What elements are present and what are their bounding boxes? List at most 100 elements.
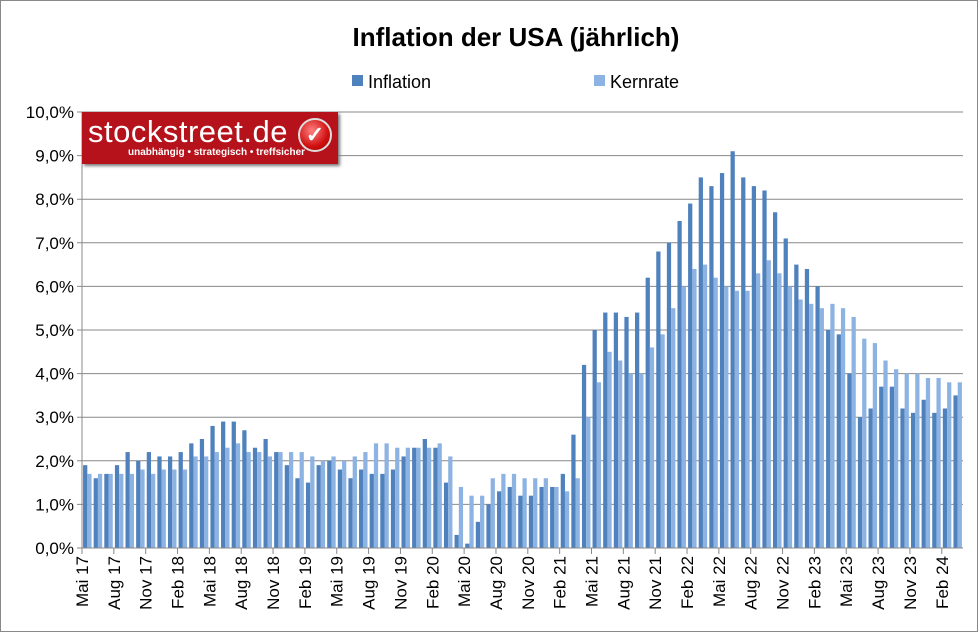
bar-kernrate: [862, 338, 867, 548]
bar-kernrate: [734, 290, 740, 548]
bar-inflation: [942, 408, 948, 548]
bar-kernrate: [883, 360, 888, 548]
bar-inflation: [274, 452, 279, 548]
bar-inflation: [199, 439, 205, 548]
bar-kernrate: [713, 277, 718, 548]
x-tick-label: Nov 17: [137, 556, 156, 610]
bar-kernrate: [172, 469, 177, 548]
x-tick-label: Feb 18: [169, 556, 188, 609]
bar-kernrate: [947, 382, 952, 548]
x-tick-label: Mai 21: [582, 556, 601, 607]
legend-label-kernrate: Kernrate: [610, 72, 679, 92]
bar-inflation: [592, 330, 597, 548]
x-tick-label: Aug 19: [360, 556, 379, 610]
bar-inflation: [751, 186, 757, 548]
bar-kernrate: [787, 286, 793, 548]
bar-inflation: [433, 447, 438, 548]
bar-kernrate: [480, 495, 485, 548]
x-tick-label: Nov 20: [519, 556, 538, 610]
bar-kernrate: [639, 373, 644, 548]
bar-kernrate: [204, 456, 209, 548]
logo-tagline: unabhängig • strategisch • treffsicher: [128, 147, 306, 158]
bar-inflation: [486, 504, 491, 548]
bar-inflation: [401, 456, 406, 548]
bar-kernrate: [193, 456, 198, 548]
bar-kernrate: [692, 268, 697, 548]
bar-inflation: [560, 473, 565, 548]
bar-kernrate: [851, 316, 856, 548]
bar-kernrate: [437, 443, 442, 548]
bar-inflation: [167, 456, 173, 548]
x-tick-label: Aug 20: [487, 556, 506, 610]
bar-inflation: [868, 408, 873, 548]
x-tick-label: Feb 21: [551, 556, 570, 609]
x-tick-label: Mai 23: [837, 556, 856, 607]
bar-kernrate: [182, 469, 188, 548]
bar-inflation: [581, 364, 587, 548]
bar-inflation: [380, 473, 385, 548]
bar-inflation: [932, 412, 937, 548]
x-tick-label: Mai 17: [73, 556, 92, 607]
bar-inflation: [857, 417, 863, 548]
bar-inflation: [953, 395, 958, 548]
bar-kernrate: [225, 447, 230, 548]
bar-inflation: [221, 421, 226, 548]
legend: Inflation Kernrate: [352, 72, 679, 92]
bar-kernrate: [872, 343, 878, 548]
bar-inflation: [528, 495, 534, 548]
bar-kernrate: [490, 478, 495, 548]
bar-kernrate: [161, 469, 166, 548]
x-tick-label: Aug 23: [869, 556, 888, 610]
bar-inflation: [210, 425, 215, 548]
bar-kernrate: [607, 351, 612, 548]
bar-kernrate: [702, 264, 708, 548]
bar-kernrate: [299, 452, 304, 548]
y-tick-label: 4,0%: [35, 365, 74, 384]
bar-kernrate: [660, 334, 665, 548]
x-tick-label: Nov 23: [901, 556, 920, 610]
bar-kernrate: [331, 456, 336, 548]
bar-kernrate: [724, 286, 729, 548]
stockstreet-logo: stockstreet.de unabhängig • strategisch …: [82, 112, 338, 164]
bar-kernrate: [894, 369, 899, 548]
bar-inflation: [465, 543, 470, 548]
x-tick-label: Aug 21: [614, 556, 633, 610]
bar-kernrate: [649, 347, 655, 548]
bar-kernrate: [214, 452, 219, 548]
bar-inflation: [305, 482, 311, 548]
bar-inflation: [104, 473, 109, 548]
bar-inflation: [900, 408, 905, 548]
x-tick-label: Mai 18: [200, 556, 219, 607]
bar-kernrate: [373, 443, 379, 548]
bar-kernrate: [97, 473, 103, 548]
bar-kernrate: [363, 452, 368, 548]
bar-inflation: [847, 373, 852, 548]
bar-kernrate: [426, 447, 432, 548]
bar-inflation: [443, 482, 449, 548]
bar-inflation: [677, 221, 682, 548]
bar-inflation: [189, 443, 194, 548]
bar-kernrate: [395, 447, 400, 548]
logo-name: stockstreet.de: [88, 114, 288, 149]
bar-inflation: [773, 212, 778, 548]
bar-inflation: [157, 456, 162, 548]
bar-inflation: [125, 452, 130, 548]
bar-inflation: [836, 334, 841, 548]
bar-inflation: [645, 277, 650, 548]
x-tick-label: Aug 22: [742, 556, 761, 610]
x-tick-label: Nov 18: [264, 556, 283, 610]
bar-kernrate: [745, 290, 750, 548]
bar-kernrate: [756, 273, 761, 548]
bar-kernrate: [246, 452, 251, 548]
bar-inflation: [815, 286, 820, 548]
bar-kernrate: [384, 443, 389, 548]
bar-kernrate: [586, 417, 591, 548]
bar-inflation: [826, 330, 831, 548]
x-tick-label: Feb 23: [805, 556, 824, 609]
bar-kernrate: [342, 460, 347, 548]
bar-inflation: [454, 534, 459, 548]
bar-kernrate: [915, 373, 920, 548]
bar-kernrate: [819, 308, 824, 548]
x-tick-label: Nov 19: [391, 556, 410, 610]
bar-inflation: [688, 203, 693, 548]
